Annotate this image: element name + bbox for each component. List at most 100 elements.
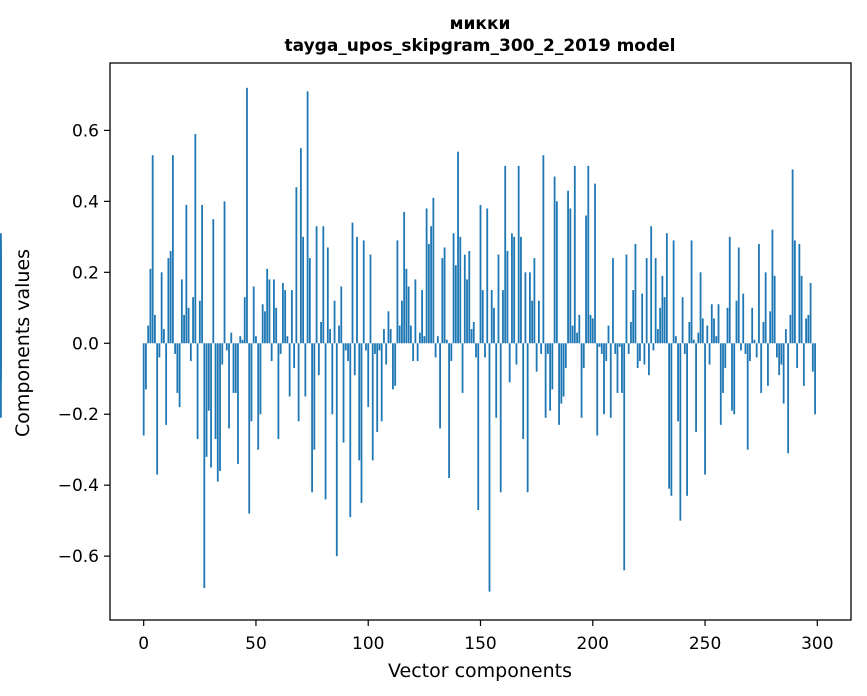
bar [650, 226, 653, 344]
bar [443, 247, 446, 344]
bar [243, 297, 246, 344]
bar [598, 343, 601, 347]
bar [470, 329, 473, 344]
bar [441, 258, 444, 344]
y-tick-label: 0.6 [72, 121, 99, 141]
bar [773, 275, 776, 344]
bar [493, 307, 495, 344]
bar [479, 204, 482, 344]
bar [623, 343, 626, 571]
bar [580, 343, 583, 418]
bar [549, 343, 552, 411]
bar [760, 343, 763, 393]
bar [463, 254, 466, 344]
bar [553, 176, 556, 344]
bar [634, 243, 637, 344]
bar [234, 343, 237, 393]
bar [149, 268, 152, 344]
bar [0, 343, 2, 418]
bar [185, 204, 188, 344]
bar [724, 343, 727, 369]
bar [264, 311, 266, 344]
y-axis: −0.6 −0.4 −0.2 0.0 0.2 0.4 0.6 [58, 121, 110, 567]
bar [688, 321, 691, 344]
y-tick-label: −0.2 [58, 405, 99, 425]
bar [383, 329, 385, 344]
bar [731, 343, 733, 411]
bar [609, 343, 612, 418]
bar [326, 247, 329, 344]
bar [403, 212, 406, 344]
bar [396, 240, 399, 344]
bar [704, 343, 706, 475]
bar [690, 240, 693, 344]
bar [618, 343, 621, 347]
bar [699, 272, 702, 344]
bar [392, 343, 394, 390]
bar [192, 297, 194, 344]
bar [758, 243, 760, 344]
bar [430, 226, 432, 344]
bar [652, 343, 655, 351]
bar [374, 343, 376, 354]
bar [697, 332, 700, 344]
bar [616, 343, 619, 393]
bar [486, 208, 489, 344]
bar [814, 343, 816, 415]
bar [800, 275, 803, 344]
bar [605, 343, 608, 362]
bar [295, 187, 298, 344]
bar [228, 343, 230, 429]
bar [147, 325, 150, 344]
bar [154, 314, 156, 344]
bar [589, 314, 592, 344]
bar [807, 314, 810, 344]
bar [362, 240, 365, 344]
bar [533, 258, 536, 344]
bar [401, 300, 403, 344]
bar [425, 208, 428, 344]
bar [387, 311, 390, 344]
bar [333, 300, 336, 344]
bar [306, 91, 309, 344]
bar [331, 343, 334, 415]
bar [573, 165, 576, 344]
bar [412, 343, 415, 362]
bar [210, 343, 212, 468]
bar [513, 236, 516, 344]
bar [645, 258, 648, 344]
bar [416, 343, 419, 362]
bar [475, 343, 477, 358]
bar [0, 233, 2, 344]
bar [196, 343, 199, 440]
bar [614, 343, 617, 354]
bar [225, 343, 228, 351]
bar [405, 268, 408, 344]
bar [600, 343, 603, 354]
bar [232, 343, 235, 393]
bar [789, 314, 792, 344]
bar [160, 272, 163, 344]
bar [237, 343, 239, 464]
bar [643, 343, 646, 365]
bar [656, 329, 659, 344]
bar [587, 165, 590, 344]
bar [299, 148, 302, 344]
bar [733, 343, 736, 415]
bar [304, 343, 307, 397]
bar [546, 343, 549, 354]
bar [252, 286, 255, 344]
bar [537, 300, 540, 344]
bar [490, 290, 493, 344]
bar [183, 314, 185, 344]
bar [472, 321, 475, 344]
bar [771, 229, 774, 344]
bar [297, 343, 300, 422]
bar [607, 325, 610, 344]
bar [560, 343, 563, 404]
bar [457, 151, 459, 344]
bar [717, 304, 720, 344]
bar [713, 318, 715, 344]
bar [627, 343, 630, 354]
